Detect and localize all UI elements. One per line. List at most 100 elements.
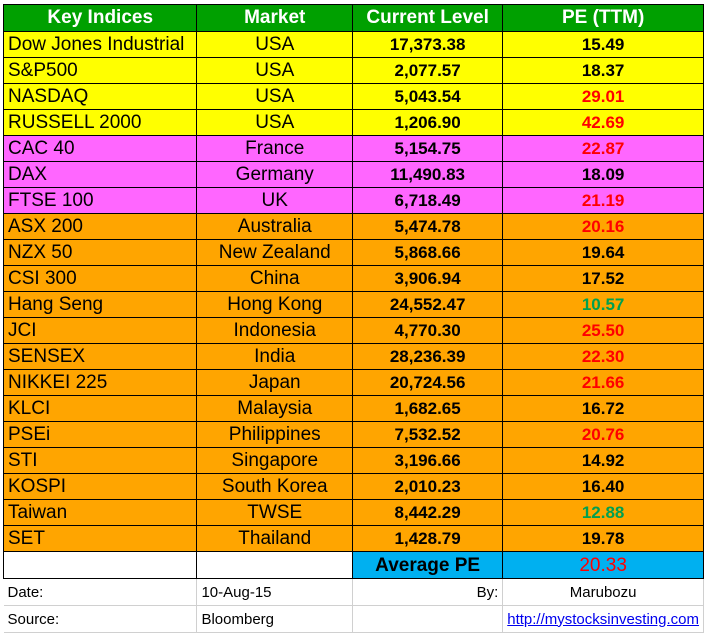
footer-source-row: Source: Bloomberg http://mystocksinvesti… [3,605,704,633]
table-row: PSEi Philippines 7,532.52 20.76 [2,421,704,448]
pe-value: 20.76 [502,421,704,448]
pe-value: 25.50 [502,317,704,344]
current-level: 6,718.49 [352,187,504,214]
current-level: 7,532.52 [352,421,504,448]
market-name: Malaysia [196,395,354,422]
current-level: 17,373.38 [352,31,504,58]
table-row: STI Singapore 3,196.66 14.92 [2,447,704,474]
source-value: Bloomberg [196,605,354,633]
pe-value: 42.69 [502,109,704,136]
index-name: STI [2,447,198,474]
footer-date-row: Date: 10-Aug-15 By: Marubozu [3,578,704,606]
current-level: 1,428.79 [352,525,504,552]
current-level: 3,906.94 [352,265,504,292]
pe-value: 17.52 [502,265,704,292]
index-name: DAX [2,161,198,188]
market-name: Japan [196,369,354,396]
current-level: 2,077.57 [352,57,504,84]
current-level: 5,043.54 [352,83,504,110]
table-row: S&P500 USA 2,077.57 18.37 [2,57,704,84]
pe-value: 18.09 [502,161,704,188]
table-row: CSI 300 China 3,906.94 17.52 [2,265,704,292]
current-level: 4,770.30 [352,317,504,344]
pe-value: 22.30 [502,343,704,370]
market-name: USA [196,57,354,84]
pe-value: 29.01 [502,83,704,110]
market-name: India [196,343,354,370]
index-name: CSI 300 [2,265,198,292]
table-row: Dow Jones Industrial USA 17,373.38 15.49 [2,31,704,58]
index-name: SET [2,525,198,552]
index-name: NASDAQ [2,83,198,110]
pe-value: 21.19 [502,187,704,214]
table-row: DAX Germany 11,490.83 18.09 [2,161,704,188]
pe-value: 22.87 [502,135,704,162]
pe-value: 16.40 [502,473,704,500]
current-level: 5,154.75 [352,135,504,162]
current-level: 28,236.39 [352,343,504,370]
author-name: Marubozu [502,578,704,606]
market-name: Indonesia [196,317,354,344]
source-label: Source: [3,605,198,633]
market-name: Hong Kong [196,291,354,318]
market-name: USA [196,31,354,58]
index-name: FTSE 100 [2,187,198,214]
header-current-level: Current Level [352,4,504,32]
table-row: Taiwan TWSE 8,442.29 12.88 [2,499,704,526]
table-row: SET Thailand 1,428.79 19.78 [2,525,704,552]
pe-value: 19.64 [502,239,704,266]
header-pe-ttm: PE (TTM) [502,4,704,32]
pe-value: 14.92 [502,447,704,474]
index-name: NIKKEI 225 [2,369,198,396]
index-name: PSEi [2,421,198,448]
index-name: S&P500 [2,57,198,84]
table-row: KLCI Malaysia 1,682.65 16.72 [2,395,704,422]
table-row: ASX 200 Australia 5,474.78 20.16 [2,213,704,240]
current-level: 1,682.65 [352,395,504,422]
table-row: CAC 40 France 5,154.75 22.87 [2,135,704,162]
index-name: KLCI [2,395,198,422]
blank-cell [196,551,354,579]
market-name: Germany [196,161,354,188]
table-row: NZX 50 New Zealand 5,868.66 19.64 [2,239,704,266]
current-level: 3,196.66 [352,447,504,474]
market-name: USA [196,83,354,110]
market-name: New Zealand [196,239,354,266]
market-name: USA [196,109,354,136]
current-level: 5,868.66 [352,239,504,266]
index-name: CAC 40 [2,135,198,162]
pe-table: Key Indices Market Current Level PE (TTM… [2,4,704,633]
index-name: KOSPI [2,473,198,500]
by-label: By: [352,578,504,606]
index-name: JCI [2,317,198,344]
blank-cell [2,551,198,579]
index-name: SENSEX [2,343,198,370]
pe-value: 16.72 [502,395,704,422]
table-row: SENSEX India 28,236.39 22.30 [2,343,704,370]
date-label: Date: [3,578,198,606]
current-level: 1,206.90 [352,109,504,136]
table-row: RUSSELL 2000 USA 1,206.90 42.69 [2,109,704,136]
market-name: Australia [196,213,354,240]
index-name: RUSSELL 2000 [2,109,198,136]
average-pe-label: Average PE [352,551,504,579]
market-name: Singapore [196,447,354,474]
pe-value: 19.78 [502,525,704,552]
header-market: Market [196,4,354,32]
table-row: FTSE 100 UK 6,718.49 21.19 [2,187,704,214]
market-name: TWSE [196,499,354,526]
index-name: NZX 50 [2,239,198,266]
current-level: 11,490.83 [352,161,504,188]
table-row: JCI Indonesia 4,770.30 25.50 [2,317,704,344]
index-name: Dow Jones Industrial [2,31,198,58]
market-name: Philippines [196,421,354,448]
table-row: KOSPI South Korea 2,010.23 16.40 [2,473,704,500]
current-level: 2,010.23 [352,473,504,500]
market-name: France [196,135,354,162]
pe-value: 15.49 [502,31,704,58]
website-link[interactable]: http://mystocksinvesting.com [502,605,704,633]
pe-value: 21.66 [502,369,704,396]
current-level: 24,552.47 [352,291,504,318]
market-name: China [196,265,354,292]
current-level: 20,724.56 [352,369,504,396]
